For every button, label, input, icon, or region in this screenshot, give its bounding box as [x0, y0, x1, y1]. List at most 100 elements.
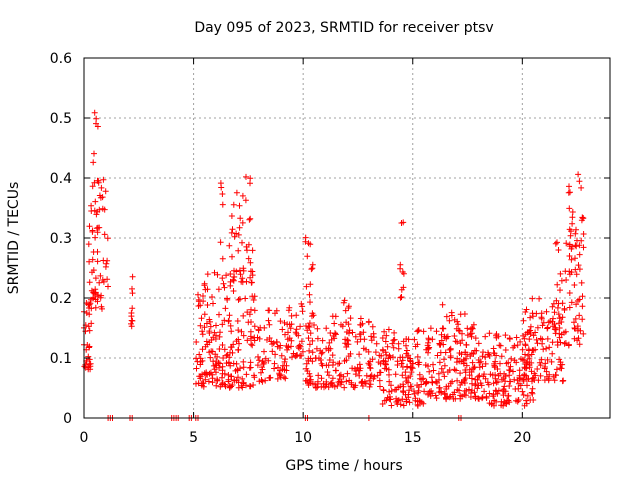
data-point — [315, 372, 322, 379]
data-point — [529, 385, 536, 392]
data-point — [542, 360, 549, 367]
data-point — [221, 284, 228, 291]
data-point — [199, 357, 206, 364]
data-series — [81, 109, 587, 421]
data-point — [493, 379, 500, 386]
data-point — [311, 322, 317, 328]
data-point — [266, 321, 273, 328]
data-point — [561, 340, 568, 347]
data-point — [242, 295, 249, 302]
data-point — [235, 336, 242, 343]
data-point — [201, 324, 208, 331]
data-point — [239, 275, 246, 282]
data-point — [105, 283, 111, 290]
data-point — [502, 347, 509, 353]
data-point — [426, 344, 433, 351]
data-point — [322, 383, 329, 390]
data-point — [286, 304, 293, 311]
data-point — [356, 372, 363, 379]
data-point — [353, 367, 360, 374]
data-point — [408, 369, 415, 376]
data-point — [544, 325, 551, 332]
data-point — [426, 368, 433, 375]
data-point — [417, 398, 424, 405]
data-point — [194, 358, 201, 365]
data-point — [100, 278, 107, 285]
data-point — [554, 304, 561, 311]
data-point — [579, 214, 586, 221]
data-point — [429, 379, 436, 386]
data-point — [421, 388, 428, 395]
data-point — [247, 333, 254, 340]
data-point — [475, 340, 482, 347]
data-point — [306, 347, 313, 354]
data-point — [306, 341, 313, 348]
data-point — [201, 311, 208, 318]
data-point — [557, 270, 564, 277]
y-tick-label: 0.3 — [50, 231, 72, 247]
data-point — [448, 312, 455, 319]
data-point — [367, 365, 374, 372]
data-point — [273, 339, 280, 346]
data-point — [323, 325, 330, 332]
data-point — [576, 266, 583, 273]
data-point — [392, 386, 398, 393]
data-point — [240, 364, 247, 371]
data-point — [554, 281, 561, 288]
data-point — [420, 400, 427, 407]
data-point — [365, 318, 372, 325]
data-point — [230, 288, 237, 294]
data-point — [412, 395, 419, 402]
data-point — [447, 346, 454, 353]
data-point — [213, 382, 220, 389]
data-point — [343, 344, 350, 350]
data-point — [536, 359, 543, 366]
data-point — [476, 396, 482, 402]
data-point — [407, 357, 413, 364]
data-point — [86, 344, 93, 351]
data-point — [457, 311, 464, 318]
data-point — [245, 255, 252, 262]
data-point — [555, 300, 562, 307]
data-point — [102, 188, 109, 195]
data-point — [267, 374, 274, 381]
data-point — [471, 347, 478, 354]
data-point — [575, 262, 582, 269]
data-point — [549, 318, 556, 325]
data-point — [86, 361, 93, 368]
data-point — [395, 345, 402, 352]
data-point — [103, 260, 110, 267]
data-point — [299, 303, 306, 310]
data-point — [276, 370, 283, 377]
data-point — [268, 338, 275, 345]
data-point — [89, 183, 96, 190]
data-point — [340, 299, 347, 306]
data-point — [236, 296, 243, 302]
data-point — [495, 387, 502, 394]
data-point — [207, 323, 214, 330]
data-point — [558, 277, 565, 284]
data-point — [235, 247, 242, 254]
data-point — [219, 201, 226, 208]
data-point — [443, 396, 450, 403]
data-point — [228, 328, 235, 335]
data-point — [211, 269, 218, 276]
data-point — [580, 244, 587, 251]
data-point — [538, 315, 545, 322]
data-point — [487, 371, 494, 378]
data-point — [403, 398, 410, 405]
data-point — [290, 350, 297, 357]
data-point — [272, 351, 279, 358]
data-point — [195, 291, 201, 298]
data-point — [373, 340, 380, 347]
data-point — [423, 379, 430, 385]
data-point — [398, 220, 405, 226]
data-point — [337, 371, 344, 378]
data-point — [403, 336, 410, 342]
data-point — [297, 323, 304, 330]
data-point — [247, 259, 254, 266]
data-point — [210, 300, 216, 307]
data-point — [546, 371, 553, 378]
data-point — [573, 301, 580, 308]
